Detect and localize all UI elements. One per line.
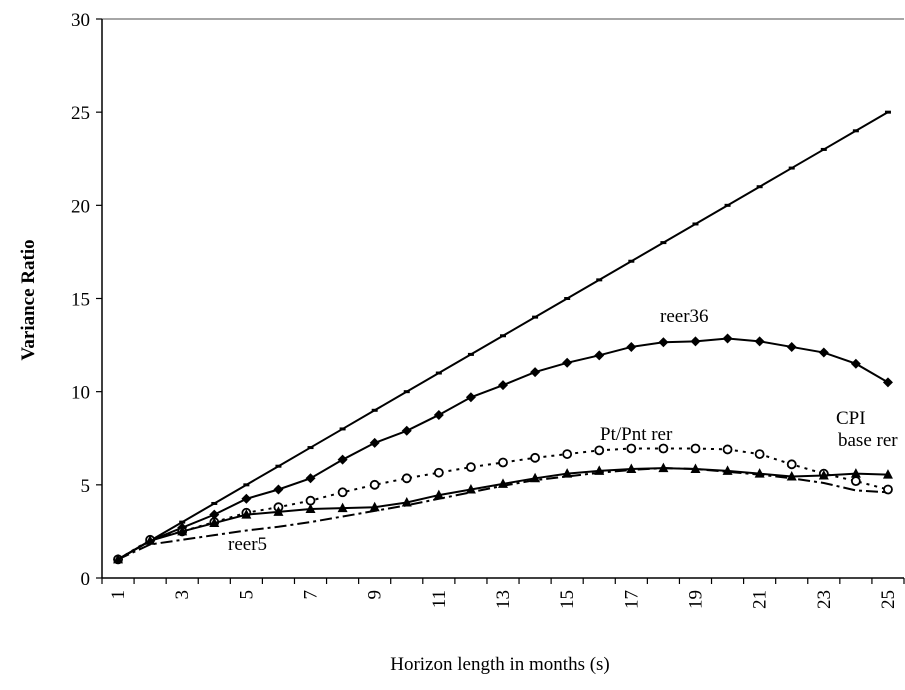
- point-marker: [658, 443, 669, 454]
- x-tick-label: 3: [172, 590, 193, 600]
- point-marker: [305, 503, 316, 514]
- point-marker: [786, 341, 797, 352]
- x-tick-label: 9: [365, 590, 386, 600]
- x-tick-label: 13: [493, 590, 514, 609]
- point-marker: [241, 509, 252, 519]
- point-marker: [369, 501, 380, 512]
- y-tick-label: 30: [71, 10, 90, 31]
- point-marker: [562, 449, 573, 459]
- point-marker: [177, 525, 188, 536]
- annotation: reer36: [660, 306, 709, 327]
- point-marker: [786, 459, 797, 470]
- x-tick-label: 17: [621, 590, 642, 609]
- y-tick-label: 5: [81, 476, 91, 497]
- point-marker: [626, 341, 637, 352]
- point-marker: [369, 437, 380, 448]
- annotation: base rer: [838, 430, 898, 451]
- x-tick-label: 15: [557, 590, 578, 609]
- point-marker: [850, 468, 861, 478]
- y-tick-label: 20: [71, 196, 90, 217]
- point-marker: [498, 380, 508, 391]
- point-marker: [690, 443, 701, 454]
- point-marker: [433, 489, 444, 500]
- point-marker: [145, 535, 156, 545]
- x-tick-label: 11: [429, 590, 450, 608]
- point-marker: [369, 479, 380, 490]
- point-marker: [337, 487, 348, 498]
- point-marker: [305, 495, 316, 506]
- point-marker: [466, 462, 476, 473]
- x-tick-label: 5: [236, 590, 257, 600]
- point-marker: [626, 443, 637, 454]
- point-marker: [882, 469, 893, 479]
- point-marker: [401, 497, 412, 507]
- x-tick-label: 1: [108, 590, 129, 600]
- series-line: [117, 467, 889, 561]
- x-axis-title: Horizon length in months (s): [390, 654, 610, 675]
- y-tick-label: 10: [71, 383, 90, 404]
- point-marker: [562, 357, 573, 368]
- point-marker: [690, 336, 701, 347]
- point-marker: [209, 509, 220, 520]
- x-tick-label: 19: [685, 590, 706, 609]
- point-marker: [658, 337, 669, 348]
- point-marker: [273, 506, 284, 516]
- annotation: reer5: [228, 534, 267, 555]
- point-marker: [530, 367, 541, 378]
- point-marker: [722, 444, 733, 455]
- point-marker: [594, 350, 605, 361]
- point-marker: [433, 409, 444, 420]
- point-marker: [401, 425, 412, 436]
- point-marker: [594, 445, 605, 456]
- point-marker: [850, 476, 861, 487]
- point-marker: [209, 517, 220, 528]
- point-marker: [305, 473, 316, 484]
- y-tick-label: 25: [71, 103, 90, 124]
- y-axis-title: Variance Ratio: [18, 239, 39, 360]
- series-line: [117, 337, 889, 561]
- point-marker: [722, 333, 733, 344]
- point-marker: [626, 463, 637, 473]
- annotation: Pt/Pnt rer: [600, 424, 673, 445]
- point-marker: [530, 452, 540, 463]
- point-marker: [337, 454, 348, 465]
- point-marker: [337, 502, 348, 513]
- point-marker: [401, 473, 412, 484]
- point-marker: [433, 467, 444, 478]
- annotation: CPI: [836, 408, 866, 429]
- x-tick-label: 21: [750, 590, 771, 609]
- y-tick-label: 15: [71, 290, 90, 311]
- y-tick-label: 0: [81, 569, 91, 590]
- point-marker: [498, 457, 508, 468]
- point-marker: [465, 392, 476, 403]
- point-marker: [818, 347, 829, 358]
- point-marker: [754, 336, 765, 347]
- point-marker: [882, 377, 893, 388]
- point-marker: [818, 470, 829, 480]
- point-marker: [273, 484, 284, 495]
- point-marker: [850, 358, 861, 369]
- point-marker: [754, 449, 765, 459]
- x-tick-label: 23: [814, 590, 835, 609]
- x-tick-label: 7: [301, 590, 322, 600]
- x-tick-label: 25: [878, 590, 899, 609]
- point-marker: [883, 484, 893, 495]
- point-marker: [241, 493, 252, 504]
